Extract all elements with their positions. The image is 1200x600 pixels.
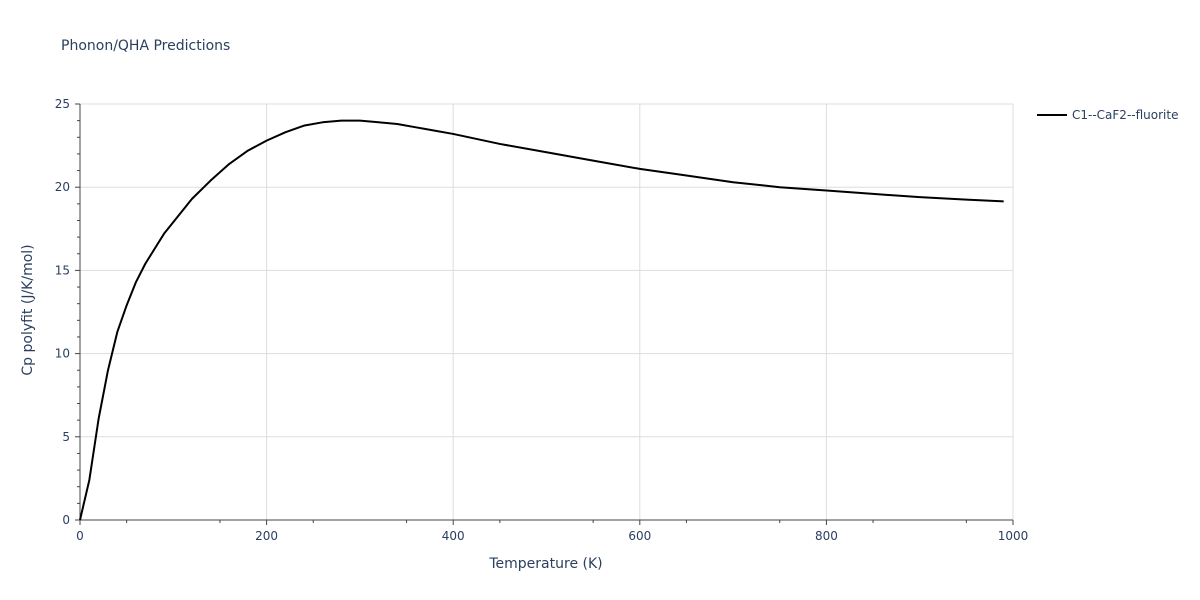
x-axis-title: Temperature (K)	[488, 556, 602, 572]
x-tick-label: 200	[255, 529, 278, 543]
axes	[79, 104, 1013, 521]
y-axis-title: Cp polyfit (J/K/mol)	[20, 244, 36, 375]
x-tick-label: 800	[815, 529, 838, 543]
y-tick-label: 5	[62, 430, 70, 444]
legend[interactable]: C1--CaF2--fluorite	[1037, 108, 1178, 122]
series-line	[79, 119, 1004, 521]
plot-area	[79, 119, 1004, 521]
x-tick-label: 600	[628, 529, 651, 543]
y-tick-label: 10	[55, 347, 70, 361]
x-tick-label: 0	[76, 529, 84, 543]
gridlines	[80, 103, 1014, 520]
x-tick-label: 1000	[998, 529, 1029, 543]
y-tick-label: 20	[55, 180, 70, 194]
chart-title: Phonon/QHA Predictions	[61, 38, 230, 54]
y-axis-ticks: 0 5 10 15 20 25	[55, 97, 80, 527]
y-tick-label: 25	[55, 97, 70, 111]
x-tick-label: 400	[442, 529, 465, 543]
y-tick-label: 0	[62, 513, 70, 527]
y-tick-label: 15	[55, 263, 70, 277]
legend-label: C1--CaF2--fluorite	[1072, 108, 1178, 122]
x-axis-ticks: 0 200 400 600 800 1000	[76, 520, 1028, 543]
